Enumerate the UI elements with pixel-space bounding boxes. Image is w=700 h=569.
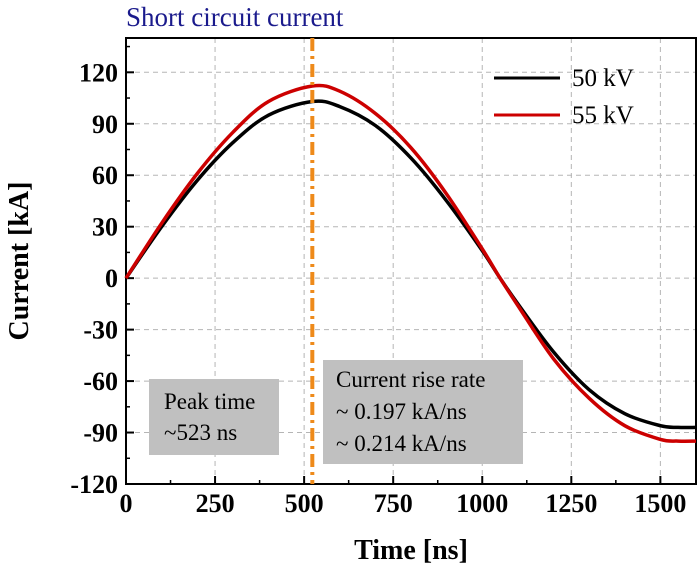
x-tick-label: 250 xyxy=(196,489,235,518)
series-lines xyxy=(124,83,697,443)
x-axis-label: Time [ns] xyxy=(354,535,468,566)
rise-rate-box xyxy=(323,360,523,464)
series-line-2 xyxy=(124,83,697,443)
x-tick-label: 1250 xyxy=(545,489,597,518)
legend-label-50kv: 50 kV xyxy=(572,65,634,92)
legend: 50 kV 55 kV xyxy=(494,65,634,129)
x-tick-label: 1000 xyxy=(456,489,508,518)
legend-label-55kv: 55 kV xyxy=(572,102,634,129)
peak-time-box xyxy=(149,379,279,455)
y-tick-label: 30 xyxy=(92,213,118,242)
y-axis-label: Current [kA] xyxy=(4,182,35,341)
y-tick-label: 120 xyxy=(79,58,118,87)
y-tick-label: 60 xyxy=(92,161,118,190)
y-tick-label: 90 xyxy=(92,110,118,139)
x-tick-label: 500 xyxy=(285,489,324,518)
rise-rate-label: Current rise rate xyxy=(336,367,485,392)
y-tick-label: -30 xyxy=(83,316,118,345)
y-tick-label: -90 xyxy=(83,419,118,448)
axis-ticks xyxy=(125,45,662,485)
chart-title: Short circuit current xyxy=(126,2,344,32)
plot-frame xyxy=(125,37,697,485)
x-tick-label: 0 xyxy=(120,489,133,518)
rise-rate-annotation: Current rise rate ~ 0.197 kA/ns ~ 0.214 … xyxy=(323,360,523,464)
x-tick-labels: 0 250 500 750 1000 1250 1500 xyxy=(120,489,687,518)
y-tick-label: 0 xyxy=(105,264,118,293)
series-line-1 xyxy=(124,99,697,430)
x-tick-label: 750 xyxy=(374,489,413,518)
rise-rate-50kv: ~ 0.197 kA/ns xyxy=(336,399,467,424)
y-tick-labels: -120 -90 -60 -30 0 30 60 90 120 xyxy=(70,58,118,499)
peak-time-label: Peak time xyxy=(164,389,255,414)
peak-time-value: ~523 ns xyxy=(164,420,237,445)
peak-time-annotation: Peak time ~523 ns xyxy=(149,379,279,455)
rise-rate-55kv: ~ 0.214 kA/ns xyxy=(336,431,467,456)
y-tick-label: -120 xyxy=(70,470,118,499)
x-tick-label: 1500 xyxy=(634,489,686,518)
y-tick-label: -60 xyxy=(83,367,118,396)
